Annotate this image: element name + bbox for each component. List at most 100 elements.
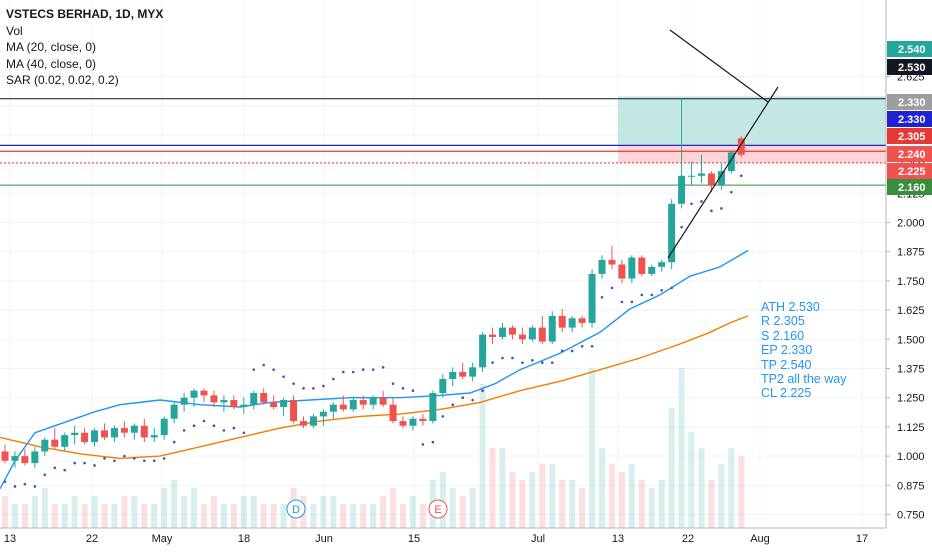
- candle-body: [618, 264, 626, 279]
- note-target: TP 2.540: [761, 357, 812, 372]
- price-badge: [887, 111, 932, 127]
- sar-dot: [73, 461, 76, 465]
- triangle-bottom-line: [667, 86, 779, 259]
- candle-body: [558, 315, 566, 328]
- candle-body: [140, 425, 148, 438]
- candle-body: [280, 400, 288, 408]
- x-tick-label: 18: [238, 533, 250, 545]
- sar-dot: [83, 461, 86, 465]
- volume-bar: [121, 496, 128, 528]
- sar-dot: [33, 485, 37, 488]
- sar-dot: [222, 429, 226, 432]
- volume-bar: [171, 480, 178, 528]
- sar-dot: [113, 459, 116, 463]
- event-marker-label: E: [434, 504, 441, 516]
- volume-bar: [668, 408, 675, 528]
- x-tick-label: 22: [86, 533, 98, 545]
- candle-body: [160, 418, 168, 436]
- price-badge-label: 2.160: [898, 182, 926, 194]
- y-tick-label: 0.750: [897, 510, 925, 522]
- candle-body: [290, 400, 298, 422]
- event-marker-D: [286, 499, 306, 519]
- candle-body: [678, 175, 686, 204]
- x-tick-label: Aug: [750, 533, 770, 545]
- candle-body: [11, 456, 19, 461]
- candle-body: [658, 262, 666, 267]
- volume-bar: [479, 384, 486, 528]
- sar-dot: [302, 387, 305, 390]
- candle-body: [528, 327, 536, 340]
- sar-dot: [361, 368, 365, 371]
- volume-bar: [618, 472, 625, 528]
- candle-body: [628, 257, 636, 279]
- sar-dot: [421, 443, 425, 446]
- volume-bar: [360, 504, 367, 528]
- candle-body: [449, 372, 457, 380]
- sar-dot: [282, 375, 285, 378]
- x-tick-label: 13: [612, 533, 624, 545]
- symbol-title[interactable]: VSTECS BERHAD, 1D, MYX: [6, 7, 164, 21]
- volume-bar: [728, 448, 735, 528]
- legend-ma40[interactable]: MA (40, close, 0): [6, 56, 97, 71]
- y-tick-label: 1.000: [897, 451, 925, 463]
- candle-body: [250, 393, 258, 405]
- volume-bar: [210, 496, 217, 528]
- volume-bar: [330, 496, 337, 528]
- candle-body: [1, 451, 9, 461]
- x-tick-label: 13: [4, 533, 16, 545]
- candle-body: [190, 390, 198, 398]
- sar-dot: [63, 468, 66, 472]
- volume-bar: [708, 480, 715, 528]
- volume-bar: [489, 448, 496, 528]
- legend-ma20[interactable]: MA (20, close, 0): [6, 40, 97, 54]
- sar-dot: [212, 424, 216, 428]
- sar-dot: [252, 368, 256, 371]
- sar-dot: [272, 368, 275, 371]
- sar-dot: [441, 415, 445, 418]
- legend-volume[interactable]: Vol: [6, 23, 23, 38]
- sar-dot: [182, 429, 186, 432]
- volume-bar: [191, 488, 198, 528]
- candle-body: [469, 367, 477, 377]
- note-ath: ATH 2.530: [761, 300, 820, 314]
- candle-body: [737, 138, 745, 155]
- sar-dot: [650, 293, 654, 297]
- candle-body: [499, 327, 506, 337]
- candle-body: [270, 402, 278, 408]
- x-tick-label: 15: [408, 533, 420, 545]
- candle-body: [588, 273, 596, 323]
- sar-dot: [700, 200, 703, 203]
- price-badge: [887, 41, 932, 57]
- note-resistance: R 2.305: [761, 314, 805, 329]
- sar-dot: [491, 361, 494, 364]
- candle-body: [51, 439, 59, 447]
- candle-body: [518, 334, 526, 340]
- sar-dot: [740, 174, 743, 178]
- sar-dot: [550, 361, 554, 364]
- legend-sar[interactable]: SAR (0.02, 0.02, 0.2): [6, 73, 119, 87]
- sar-dot: [43, 473, 47, 477]
- candle-body: [707, 173, 715, 186]
- sar-dot: [411, 389, 415, 392]
- sar-dot: [471, 398, 474, 402]
- x-tick-label: 22: [682, 533, 694, 545]
- volume-bar: [370, 504, 377, 528]
- candle-body: [120, 428, 128, 433]
- volume-bar: [400, 504, 406, 528]
- sar-dot: [152, 459, 156, 463]
- sar-dot: [531, 359, 534, 362]
- sar-dot: [461, 396, 465, 400]
- sar-dot: [690, 202, 693, 206]
- volume-bar: [2, 496, 8, 528]
- candle-body: [419, 418, 427, 422]
- volume-bar: [51, 504, 58, 528]
- candle-body: [260, 393, 268, 403]
- y-tick-label: 1.500: [897, 334, 925, 346]
- volume-bar: [31, 496, 38, 528]
- volume-bar: [71, 496, 78, 528]
- volume-bar: [91, 496, 98, 528]
- sar-dot: [342, 370, 345, 374]
- sar-dot: [511, 356, 514, 360]
- trade-plan-note[interactable]: ATH 2.530 R 2.305 S 2.160 EP 2.330 TP 2.…: [761, 300, 846, 401]
